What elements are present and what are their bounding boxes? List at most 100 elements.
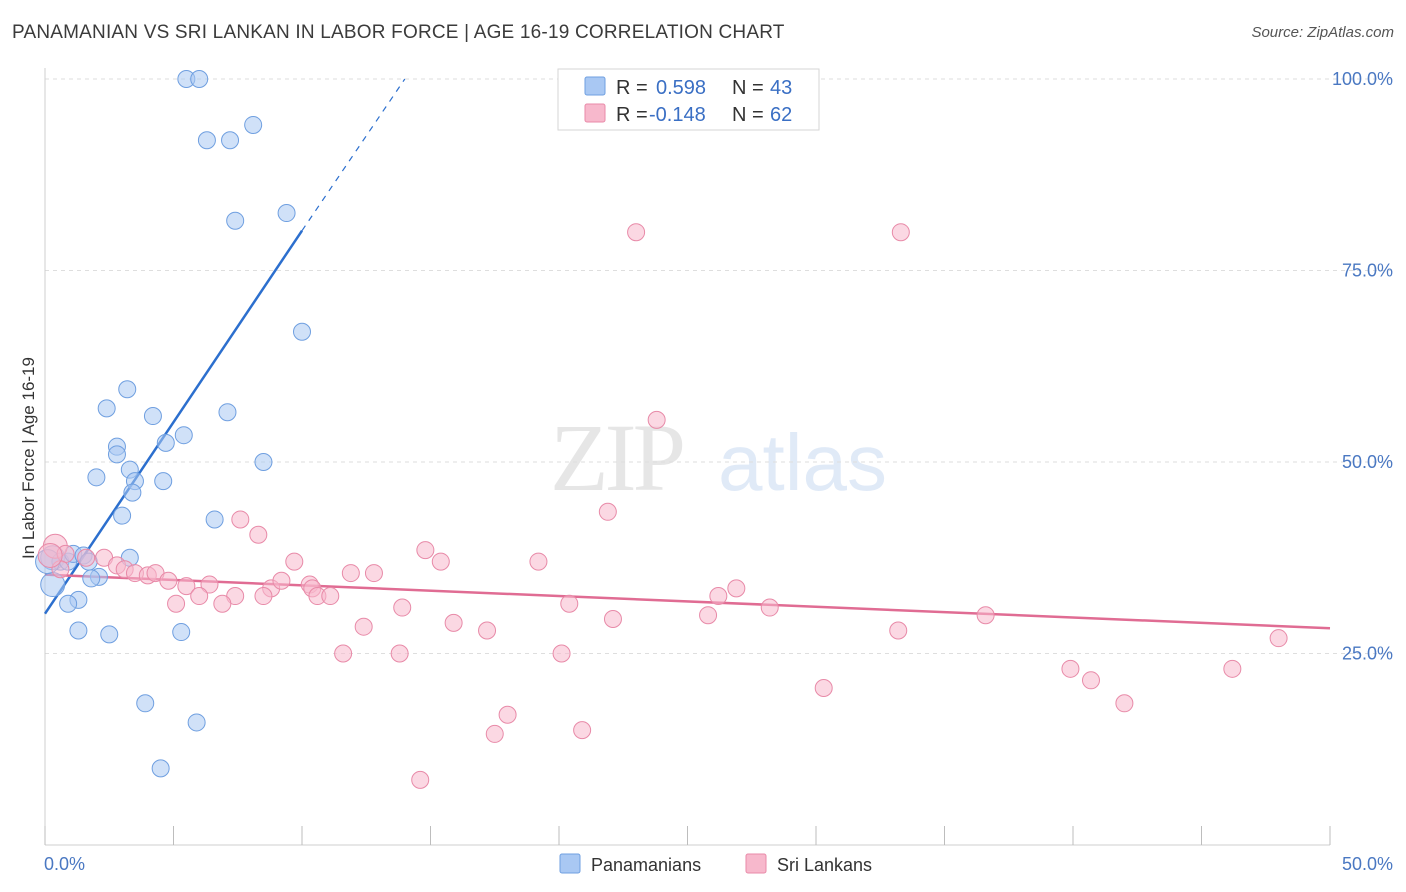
data-point-panamanians[interactable] [97, 399, 116, 418]
data-point-sri-lankans[interactable] [285, 552, 304, 571]
y-tick-label: 25.0% [1342, 644, 1393, 664]
data-point-panamanians[interactable] [87, 468, 106, 487]
data-point-panamanians[interactable] [82, 569, 101, 588]
data-point-sri-lankans[interactable] [552, 644, 571, 663]
data-point-sri-lankans[interactable] [891, 223, 910, 242]
data-point-panamanians[interactable] [113, 506, 132, 525]
data-point-panamanians[interactable] [172, 623, 191, 642]
data-point-sri-lankans[interactable] [159, 571, 178, 590]
data-point-sri-lankans[interactable] [699, 606, 718, 625]
trend-line-sri-lankans [44, 573, 1331, 630]
data-point-sri-lankans[interactable] [573, 721, 592, 740]
data-point-sri-lankans[interactable] [334, 644, 353, 663]
legend-r-label: R = [616, 104, 648, 126]
data-point-sri-lankans[interactable] [77, 548, 96, 567]
y-tick-label: 50.0% [1342, 452, 1393, 472]
data-point-sri-lankans[interactable] [598, 502, 617, 521]
data-point-sri-lankans[interactable] [1269, 629, 1288, 648]
data-point-sri-lankans[interactable] [393, 598, 412, 617]
data-point-sri-lankans[interactable] [200, 575, 219, 594]
x-tick-label: 0.0% [44, 854, 85, 874]
legend-n-label: N = [732, 104, 764, 126]
data-point-panamanians[interactable] [59, 594, 78, 613]
data-point-panamanians[interactable] [143, 407, 162, 426]
data-point-panamanians[interactable] [100, 625, 119, 644]
data-point-sri-lankans[interactable] [603, 610, 622, 629]
data-point-panamanians[interactable] [197, 131, 216, 150]
data-point-panamanians[interactable] [107, 445, 126, 464]
data-point-sri-lankans[interactable] [1081, 671, 1100, 690]
data-point-sri-lankans[interactable] [627, 223, 646, 242]
chart-title: PANAMANIAN VS SRI LANKAN IN LABOR FORCE … [12, 22, 785, 43]
data-point-sri-lankans[interactable] [498, 705, 517, 724]
data-point-sri-lankans[interactable] [37, 542, 63, 568]
legend-r-value: 0.598 [656, 77, 706, 99]
data-point-sri-lankans[interactable] [411, 770, 430, 789]
data-point-sri-lankans[interactable] [416, 541, 435, 560]
data-point-sri-lankans[interactable] [431, 552, 450, 571]
data-point-panamanians[interactable] [277, 204, 296, 223]
data-point-sri-lankans[interactable] [760, 598, 779, 617]
data-point-sri-lankans[interactable] [231, 510, 250, 529]
data-point-panamanians[interactable] [118, 380, 137, 399]
data-point-panamanians[interactable] [187, 713, 206, 732]
data-point-panamanians[interactable] [190, 70, 209, 88]
data-point-sri-lankans[interactable] [190, 587, 209, 606]
data-point-sri-lankans[interactable] [354, 617, 373, 636]
data-point-panamanians[interactable] [205, 510, 224, 529]
data-point-sri-lankans[interactable] [364, 564, 383, 583]
data-point-sri-lankans[interactable] [444, 613, 463, 632]
data-point-sri-lankans[interactable] [1115, 694, 1134, 713]
data-point-panamanians[interactable] [154, 472, 173, 491]
data-point-sri-lankans[interactable] [647, 410, 666, 429]
legend-label-panamanians[interactable]: Panamanians [591, 855, 701, 875]
data-point-sri-lankans[interactable] [249, 525, 268, 544]
data-point-sri-lankans[interactable] [529, 552, 548, 571]
data-point-sri-lankans[interactable] [341, 564, 360, 583]
data-point-sri-lankans[interactable] [254, 587, 273, 606]
legend-swatch-panamanians[interactable] [559, 853, 581, 874]
legend-r-value: -0.148 [649, 104, 706, 126]
legend-swatch-panamanians [584, 76, 606, 96]
source-label: Source: ZipAtlas.com [1251, 24, 1394, 41]
data-point-sri-lankans[interactable] [177, 577, 196, 596]
y-tick-label: 100.0% [1332, 69, 1393, 89]
data-point-sri-lankans[interactable] [976, 606, 995, 625]
series-legend: Panamanians Sri Lankans [559, 853, 872, 875]
data-point-panamanians[interactable] [156, 433, 175, 452]
data-point-panamanians[interactable] [254, 453, 273, 471]
data-point-sri-lankans[interactable] [485, 724, 504, 743]
data-point-panamanians[interactable] [244, 115, 263, 134]
data-point-sri-lankans[interactable] [213, 594, 232, 613]
data-point-sri-lankans[interactable] [1223, 659, 1242, 678]
data-point-panamanians[interactable] [226, 211, 245, 230]
data-point-sri-lankans[interactable] [889, 621, 908, 640]
data-point-sri-lankans[interactable] [167, 594, 186, 613]
data-point-panamanians[interactable] [151, 759, 170, 778]
data-point-sri-lankans[interactable] [560, 594, 579, 613]
trend-line-extension-panamanians [301, 78, 406, 232]
trend-lines [43, 78, 1331, 630]
data-point-panamanians[interactable] [69, 621, 88, 640]
data-point-sri-lankans[interactable] [709, 587, 728, 606]
legend-n-label: N = [732, 77, 764, 99]
data-point-panamanians[interactable] [174, 426, 193, 445]
data-point-sri-lankans[interactable] [478, 621, 497, 640]
data-point-sri-lankans[interactable] [321, 587, 340, 606]
y-axis-tick-labels: 25.0% 50.0% 75.0% 100.0% [1332, 69, 1393, 664]
data-point-panamanians[interactable] [123, 483, 142, 502]
legend-swatch-sri-lankans[interactable] [745, 853, 767, 874]
data-point-sri-lankans[interactable] [814, 678, 833, 697]
grid-lines [45, 78, 1392, 654]
data-point-sri-lankans[interactable] [272, 571, 291, 590]
data-point-sri-lankans[interactable] [390, 644, 409, 663]
data-point-panamanians[interactable] [218, 403, 237, 422]
svg-text:atlas: atlas [718, 418, 887, 507]
legend-label-sri-lankans[interactable]: Sri Lankans [777, 855, 872, 875]
data-point-panamanians[interactable] [293, 322, 311, 341]
data-point-sri-lankans[interactable] [727, 579, 746, 598]
data-point-panamanians[interactable] [136, 694, 155, 713]
data-point-sri-lankans[interactable] [1061, 659, 1080, 678]
data-point-panamanians[interactable] [221, 131, 240, 150]
